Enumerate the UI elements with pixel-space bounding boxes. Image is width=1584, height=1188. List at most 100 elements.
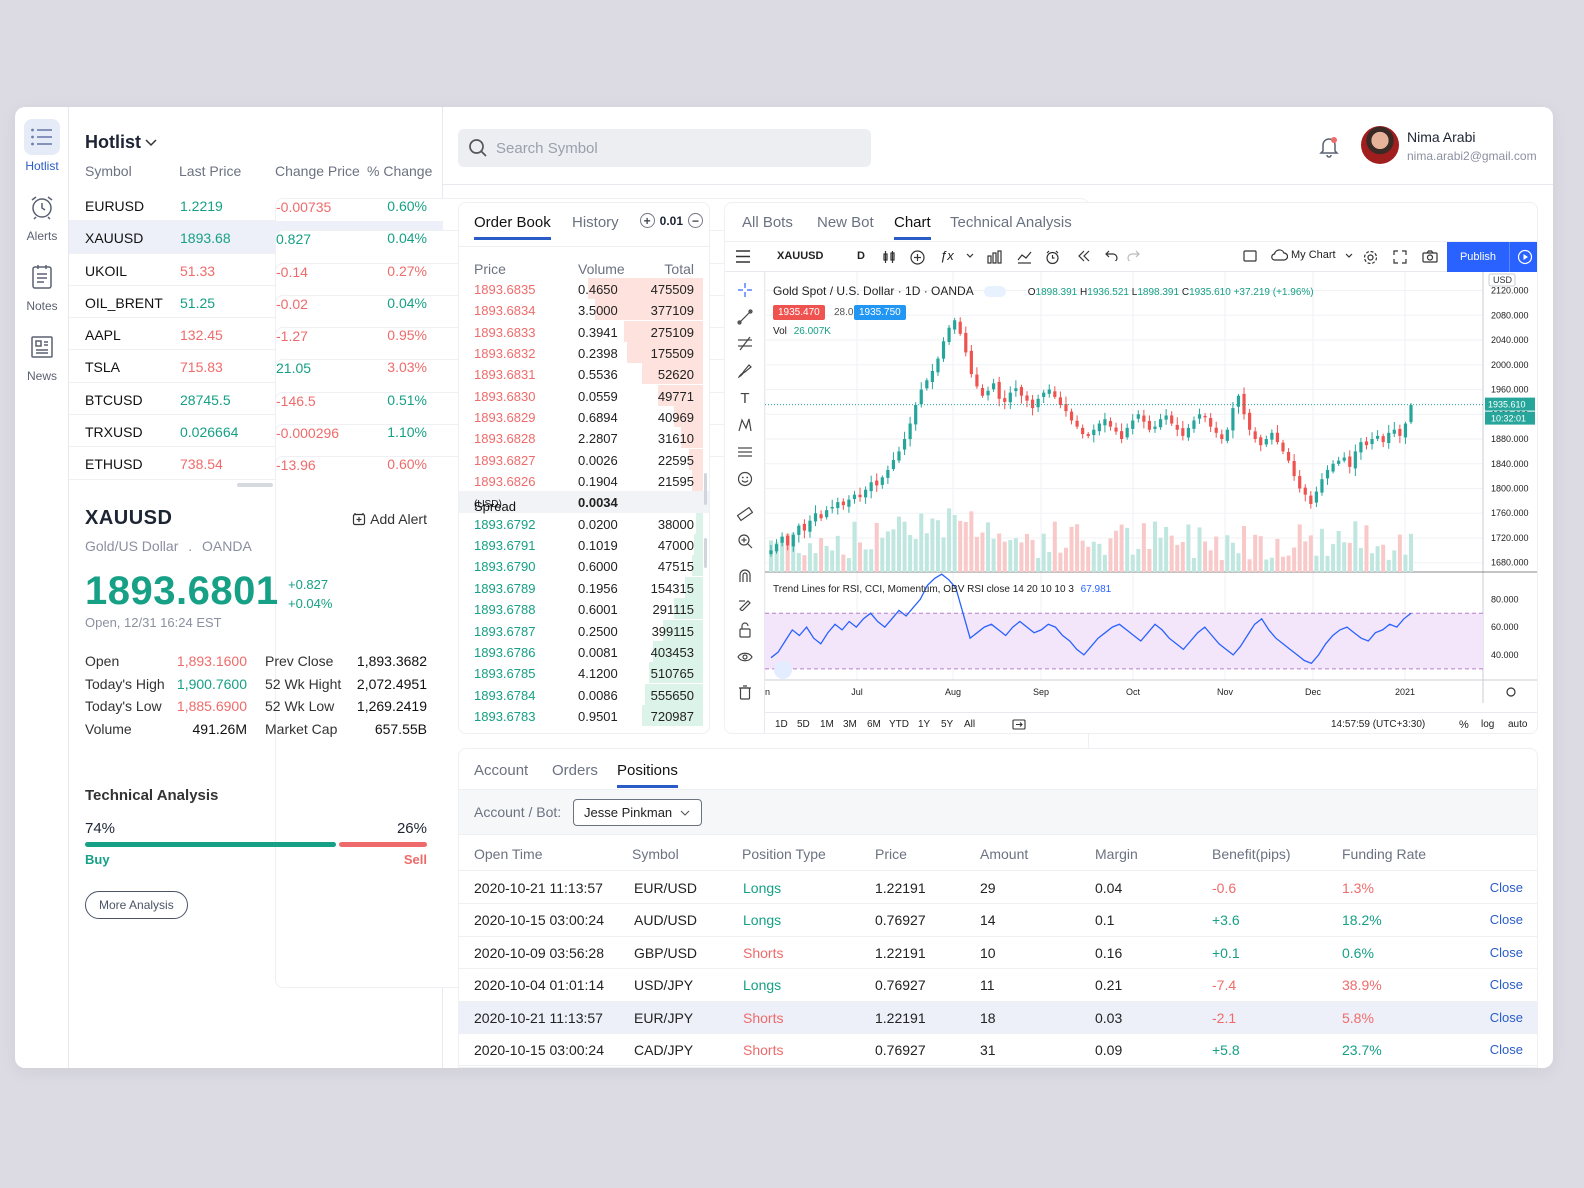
eye-icon[interactable]: [735, 647, 755, 667]
ask-row[interactable]: 1893.6828 2.2807 31610: [459, 427, 709, 449]
close-position-link[interactable]: Close: [1489, 1009, 1523, 1025]
position-row[interactable]: 2020-10-09 03:56:28 GBP/USD Shorts 1.22191 1…: [459, 937, 1537, 970]
replay-icon[interactable]: [1077, 250, 1091, 265]
fib-icon[interactable]: [735, 334, 755, 354]
ask-row[interactable]: 1893.6829 0.6894 40969: [459, 406, 709, 428]
crosshair-icon[interactable]: [735, 280, 755, 300]
range-button[interactable]: 1Y: [918, 719, 931, 730]
chart-symbol[interactable]: XAUUSD: [777, 250, 824, 262]
position-row[interactable]: 2020-10-04 01:01:14 USD/JPY Longs 0.76927 11…: [459, 969, 1537, 1002]
trash-icon[interactable]: [735, 682, 755, 702]
tab-positions[interactable]: Positions: [617, 762, 678, 788]
hotlist-row[interactable]: OIL_BRENT 51.25 -0.02 0.04%: [69, 286, 1089, 827]
range-button[interactable]: All: [964, 719, 976, 730]
ask-row[interactable]: 1893.6831 0.5536 52620: [459, 363, 709, 385]
position-row[interactable]: 2020-10-15 03:00:24 AUD/USD Longs 0.76927 14…: [459, 904, 1537, 937]
lock-drawing-icon[interactable]: [735, 593, 755, 613]
rail-item-hotlist[interactable]: Hotlist: [15, 119, 69, 173]
goto-date-icon[interactable]: [1012, 719, 1026, 733]
range-button[interactable]: 1D: [775, 719, 788, 730]
candle-type-icon[interactable]: [882, 250, 896, 267]
buy-price-badge[interactable]: 1935.750: [854, 305, 906, 320]
rail-item-notes[interactable]: Notes: [15, 259, 69, 313]
hotlist-row[interactable]: TSLA 715.83 21.05 3.03%: [69, 350, 1089, 892]
range-button[interactable]: 1M: [820, 719, 834, 730]
zoom-in-icon[interactable]: [735, 531, 755, 551]
gear-icon[interactable]: [1363, 250, 1378, 268]
bid-row[interactable]: 1893.6787 0.2500 399115: [459, 619, 709, 641]
ask-row[interactable]: 1893.6832 0.2398 175509: [459, 342, 709, 364]
save-layout-button[interactable]: My Chart: [1270, 249, 1336, 261]
chevron-down-icon[interactable]: [1345, 250, 1353, 262]
pattern-icon[interactable]: [735, 415, 755, 435]
expand-icon[interactable]: [1393, 250, 1407, 267]
more-analysis-button[interactable]: More Analysis: [85, 891, 188, 919]
hotlist-row[interactable]: TRXUSD 0.026664 -0.000296 1.10%: [69, 415, 1089, 957]
position-row[interactable]: 2020-10-15 03:00:24 CAD/JPY Shorts 0.76927 3…: [459, 1034, 1537, 1067]
sell-price-badge[interactable]: 1935.470: [773, 305, 825, 320]
scroll-handle[interactable]: [237, 483, 273, 487]
range-button[interactable]: YTD: [889, 719, 909, 730]
undo-icon[interactable]: [1105, 250, 1118, 264]
range-button[interactable]: 5Y: [941, 719, 954, 730]
close-position-link[interactable]: Close: [1489, 880, 1523, 895]
menu-icon[interactable]: [735, 250, 751, 266]
ask-row[interactable]: 1893.6826 0.1904 21595: [459, 470, 709, 492]
rail-item-alerts[interactable]: Alerts: [15, 189, 69, 243]
brush-icon[interactable]: [735, 361, 755, 381]
bid-row[interactable]: 1893.6791 0.1019 47000: [459, 534, 709, 556]
text-tool-icon[interactable]: T: [740, 389, 750, 407]
tab-all-bots[interactable]: All Bots: [742, 214, 793, 231]
chevron-down-icon[interactable]: [966, 250, 974, 262]
add-alert-button[interactable]: Add Alert: [352, 511, 427, 527]
ask-row[interactable]: 1893.6833 0.3941 275109: [459, 320, 709, 342]
templates-icon[interactable]: [1017, 250, 1032, 267]
search-input[interactable]: [496, 139, 846, 157]
publish-button[interactable]: Publish: [1447, 242, 1509, 272]
position-row[interactable]: 2020-10-21 11:13:57 EUR/JPY Shorts 1.22191 1…: [459, 1001, 1537, 1034]
notification-bell-icon[interactable]: [1318, 134, 1340, 163]
range-button[interactable]: 6M: [867, 719, 881, 730]
ask-row[interactable]: 1893.6830 0.0559 49771: [459, 384, 709, 406]
search-box[interactable]: [458, 129, 871, 167]
close-position-link[interactable]: Close: [1489, 912, 1523, 928]
minus-icon[interactable]: −: [688, 213, 703, 228]
close-position-link[interactable]: Close: [1489, 977, 1523, 993]
ob-scrollbar-bids[interactable]: [704, 538, 707, 568]
bid-row[interactable]: 1893.6786 0.0081 403453: [459, 640, 709, 662]
range-button[interactable]: 3M: [843, 719, 857, 730]
plus-icon[interactable]: +: [639, 213, 655, 228]
tab-new-bot[interactable]: New Bot: [817, 214, 874, 231]
hotlist-dropdown[interactable]: Hotlist: [85, 132, 157, 153]
hotlist-row[interactable]: XAUUSD 1893.68 0.827 0.04%: [69, 221, 1089, 763]
ob-scrollbar-asks[interactable]: [704, 473, 707, 505]
ask-row[interactable]: 1893.6835 0.4650 475509: [459, 278, 709, 299]
hotlist-row[interactable]: EURUSD 1.2219 -0.00735 0.60%: [69, 189, 1089, 730]
play-icon[interactable]: [1509, 242, 1537, 272]
price-chart[interactable]: 1680.000 1720.000 1760.000 1800.000 1840.000…: [765, 272, 1538, 712]
trend-line-icon[interactable]: [735, 307, 755, 327]
auto-scale-button[interactable]: auto: [1508, 719, 1528, 730]
avatar[interactable]: [1361, 126, 1399, 164]
indicators-icon[interactable]: ƒx: [940, 248, 954, 263]
close-position-link[interactable]: Close: [1489, 1041, 1523, 1057]
account-select[interactable]: Jesse Pinkman: [573, 799, 702, 826]
tab-technical-analysis[interactable]: Technical Analysis: [950, 214, 1072, 231]
redo-icon[interactable]: [1127, 250, 1140, 264]
tab-account[interactable]: Account: [474, 762, 529, 779]
bid-row[interactable]: 1893.6792 0.0200 38000: [459, 512, 709, 534]
bid-row[interactable]: 1893.6783 0.9501 720987: [459, 704, 709, 726]
interval-button[interactable]: D: [857, 250, 865, 262]
lock-icon[interactable]: [735, 620, 755, 640]
percent-scale-button[interactable]: %: [1459, 719, 1469, 731]
rail-item-news[interactable]: News: [15, 329, 69, 383]
position-row[interactable]: 2020-10-21 11:13:57 EUR/USD Longs 1.22191 29…: [459, 872, 1537, 905]
ask-row[interactable]: 1893.6827 0.0026 22595: [459, 448, 709, 470]
compare-icon[interactable]: [910, 250, 925, 268]
bid-row[interactable]: 1893.6789 0.1956 154315: [459, 576, 709, 598]
tab-orders[interactable]: Orders: [552, 762, 598, 779]
bid-row[interactable]: 1893.6785 4.1200 510765: [459, 662, 709, 684]
projection-icon[interactable]: [735, 442, 755, 462]
smiley-icon[interactable]: [735, 469, 755, 489]
log-scale-button[interactable]: log: [1481, 719, 1495, 730]
